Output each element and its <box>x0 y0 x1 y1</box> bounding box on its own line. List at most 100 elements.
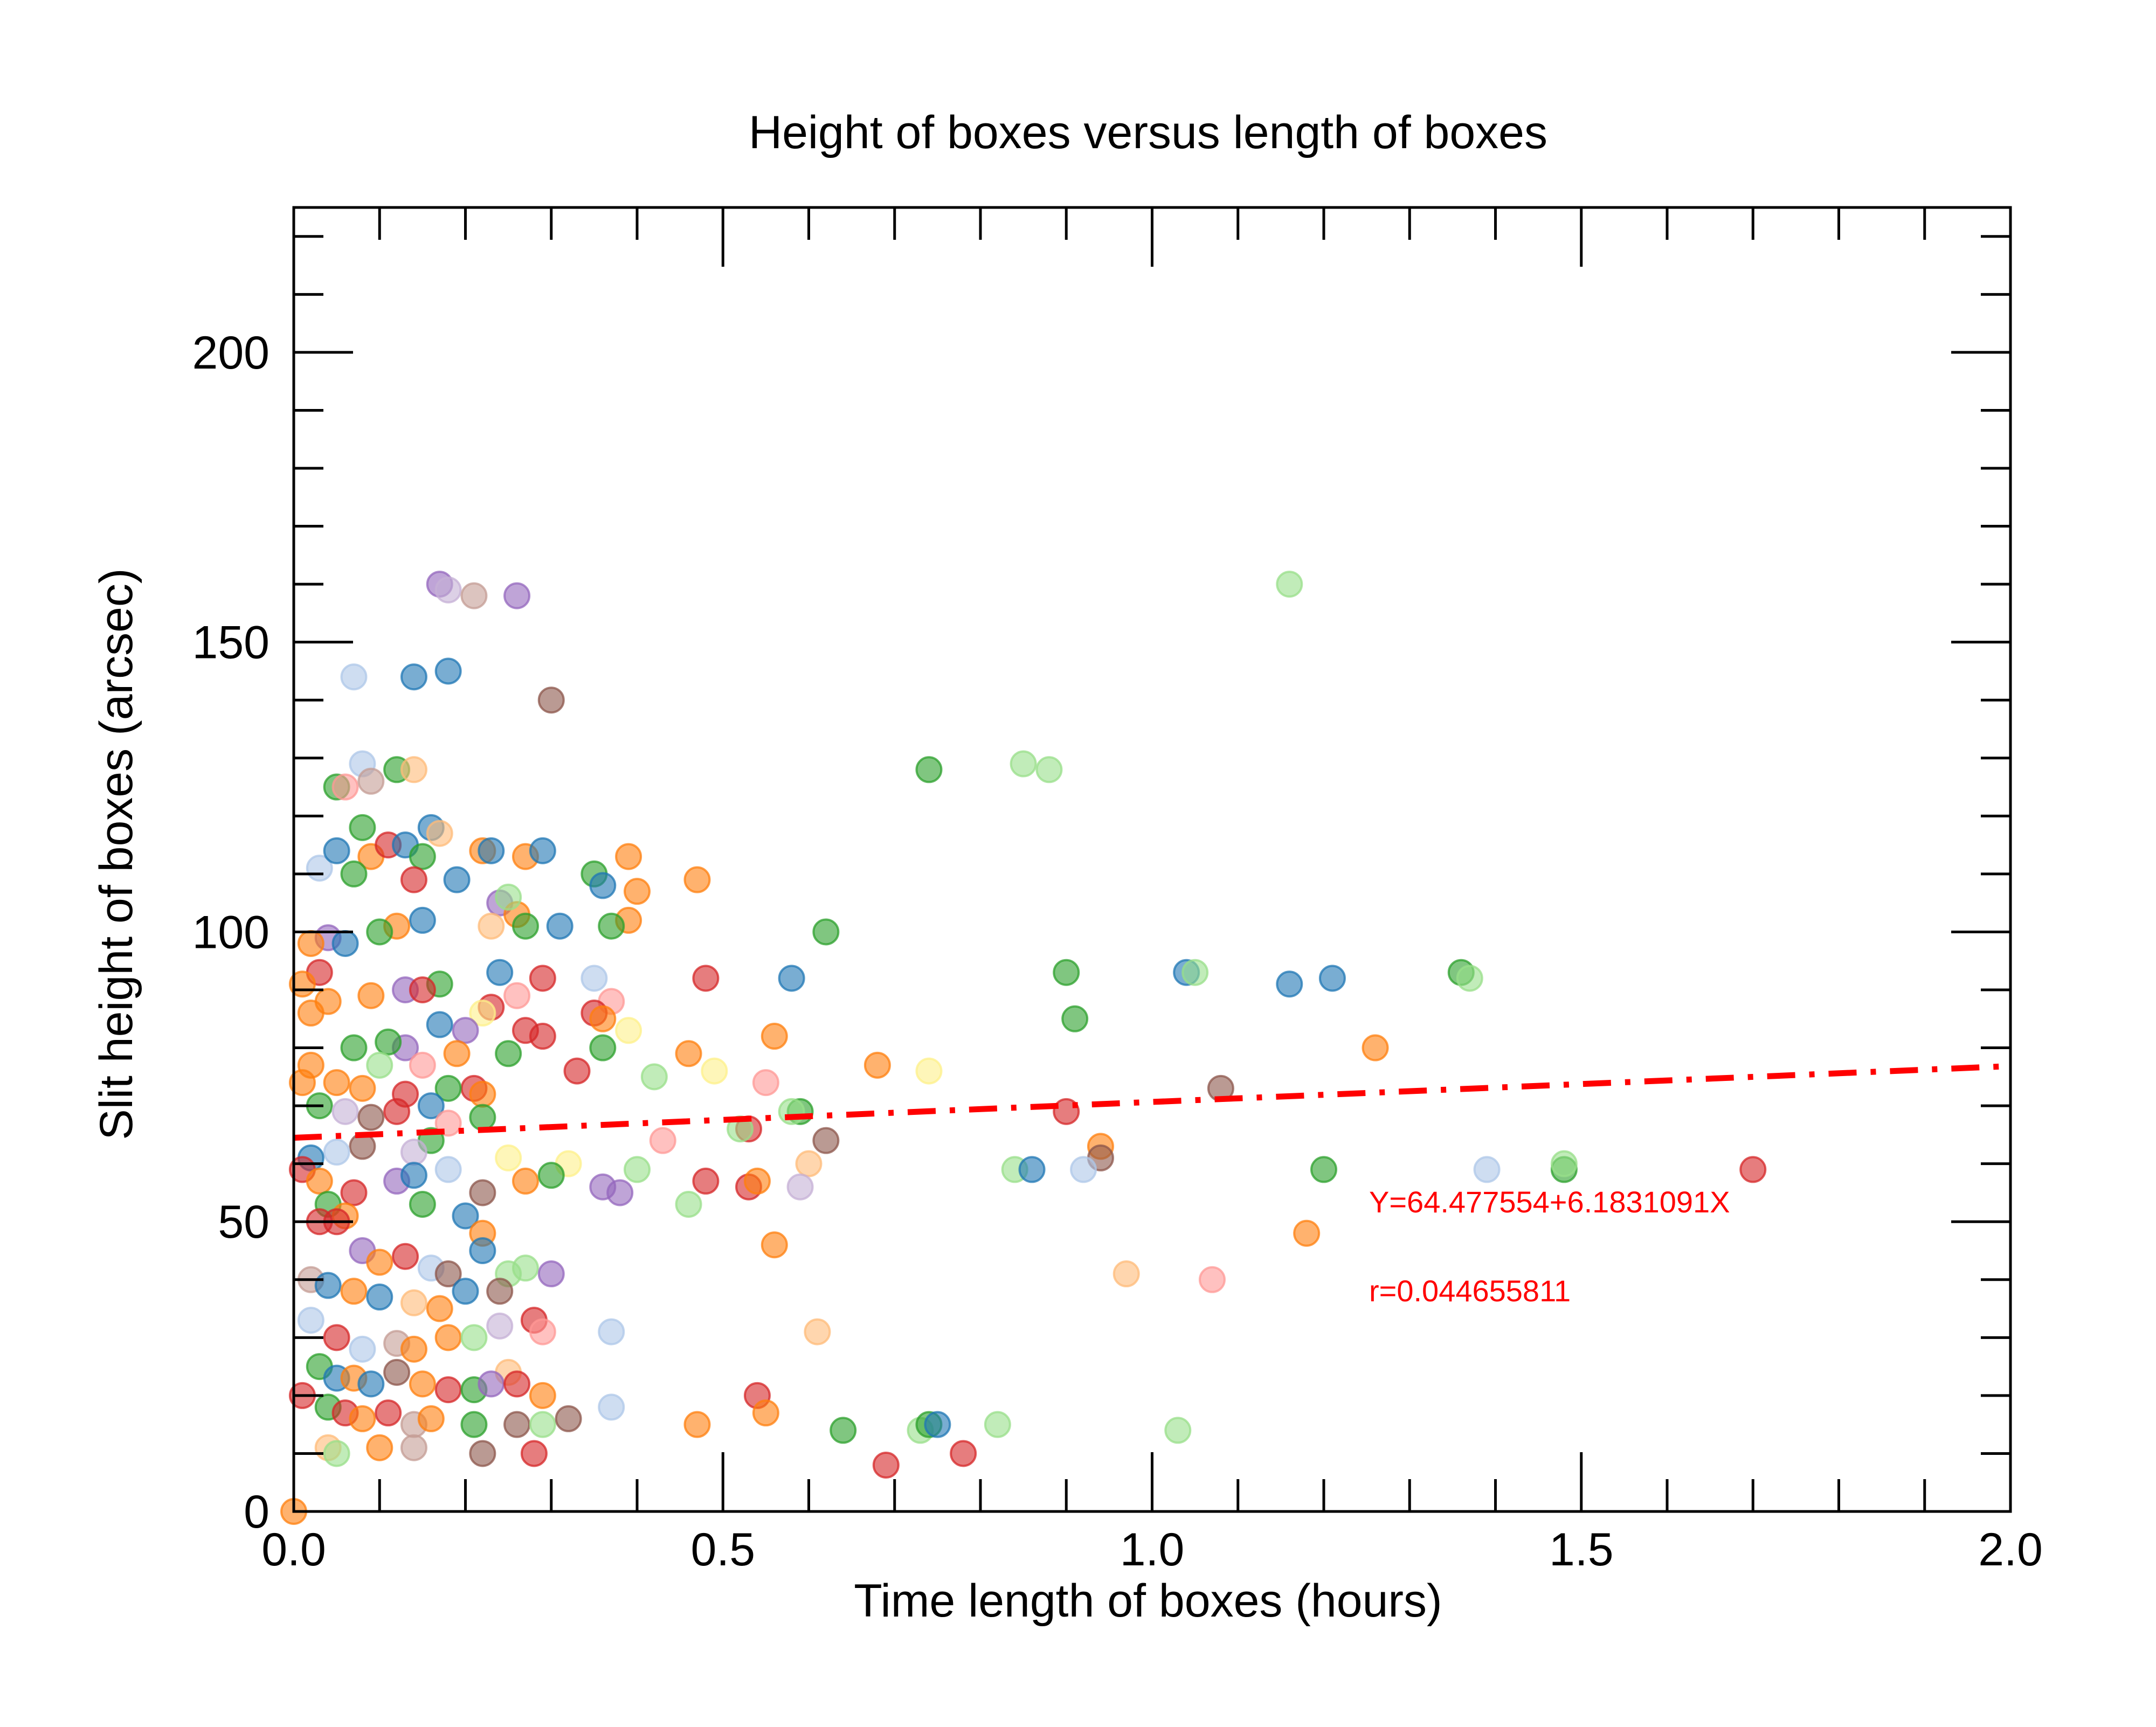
data-point <box>1198 1266 1226 1293</box>
y-axis-label: Slit height of boxes (arcsec) <box>91 568 142 1140</box>
data-point <box>984 1411 1011 1438</box>
y-tick-label: 100 <box>192 906 270 958</box>
data-point <box>409 976 436 1003</box>
data-point <box>426 1011 453 1038</box>
data-point <box>400 866 427 893</box>
data-point <box>624 878 651 905</box>
data-point <box>340 1278 368 1305</box>
data-point <box>675 1040 702 1067</box>
data-point <box>400 1139 427 1166</box>
points-layer <box>280 571 1767 1525</box>
data-point <box>1550 1150 1578 1177</box>
data-point <box>357 1104 385 1131</box>
data-point <box>383 1098 411 1125</box>
data-point <box>400 1335 427 1363</box>
data-point <box>683 866 711 893</box>
data-point <box>546 912 573 940</box>
data-point <box>323 1139 350 1166</box>
data-point <box>452 1202 479 1230</box>
data-point <box>426 1295 453 1322</box>
data-point <box>863 1051 891 1079</box>
data-point <box>615 843 642 870</box>
data-point <box>357 1370 385 1398</box>
data-point <box>469 1000 496 1027</box>
data-point <box>606 1179 634 1206</box>
data-point <box>520 1440 548 1467</box>
data-point <box>331 773 359 801</box>
data-point <box>478 912 505 940</box>
data-point <box>434 1156 462 1183</box>
data-point <box>495 1040 522 1067</box>
data-point <box>383 1358 411 1386</box>
data-point <box>486 959 514 986</box>
data-point <box>915 756 943 783</box>
data-point <box>323 837 350 864</box>
chart-title: Height of boxes versus length of boxes <box>749 107 1547 158</box>
data-point <box>460 1411 488 1438</box>
x-tick-label: 0.5 <box>690 1524 755 1576</box>
x-tick-label: 2.0 <box>1978 1524 2043 1576</box>
data-point <box>924 1411 951 1438</box>
data-point <box>469 1440 496 1467</box>
data-point <box>323 1069 350 1097</box>
data-point <box>306 1167 333 1195</box>
data-point <box>314 1272 342 1299</box>
data-point <box>503 982 531 1009</box>
data-point <box>375 1399 402 1427</box>
data-point <box>529 1411 556 1438</box>
data-point <box>409 906 436 934</box>
data-point <box>366 1434 393 1461</box>
data-point <box>366 918 393 946</box>
data-point <box>615 1017 642 1044</box>
data-point <box>950 1440 977 1467</box>
data-point <box>469 1237 496 1264</box>
data-point <box>417 1092 445 1120</box>
data-point <box>1164 1417 1192 1444</box>
data-point <box>1310 1156 1337 1183</box>
data-point <box>675 1190 702 1218</box>
data-point <box>624 1156 651 1183</box>
data-point <box>349 1335 376 1363</box>
fit-line <box>293 1063 2011 1141</box>
data-point <box>761 1231 788 1259</box>
data-point <box>452 1017 479 1044</box>
data-point <box>331 1098 359 1125</box>
data-point <box>778 1098 805 1125</box>
data-point <box>1053 959 1080 986</box>
data-point <box>1035 756 1063 783</box>
data-point <box>460 582 488 609</box>
data-point <box>323 1440 350 1467</box>
data-point <box>915 1057 943 1085</box>
data-point <box>1181 959 1209 986</box>
data-point <box>452 1278 479 1305</box>
data-point <box>297 930 324 957</box>
data-point <box>503 1370 531 1398</box>
data-point <box>486 1278 514 1305</box>
data-point <box>503 1411 531 1438</box>
data-point <box>434 1074 462 1102</box>
data-point <box>1061 1005 1089 1032</box>
data-point <box>598 1393 625 1421</box>
data-point <box>357 767 385 795</box>
data-point <box>495 1144 522 1171</box>
data-point <box>752 1069 779 1097</box>
data-point <box>434 657 462 685</box>
data-point <box>589 872 617 899</box>
data-point <box>409 843 436 870</box>
fit-layer <box>293 1063 2011 1141</box>
data-point <box>409 1051 436 1079</box>
data-point <box>409 1370 436 1398</box>
data-point <box>469 1104 496 1131</box>
data-point <box>761 1023 788 1050</box>
x-axis-label: Time length of boxes (hours) <box>854 1575 1442 1627</box>
data-point <box>495 883 522 911</box>
data-point <box>340 1179 368 1206</box>
y-tick-label: 200 <box>192 327 270 379</box>
data-point <box>512 1167 539 1195</box>
data-point <box>1318 965 1346 992</box>
data-point <box>443 1040 471 1067</box>
data-point <box>331 930 359 957</box>
y-tick-label: 150 <box>192 617 270 669</box>
